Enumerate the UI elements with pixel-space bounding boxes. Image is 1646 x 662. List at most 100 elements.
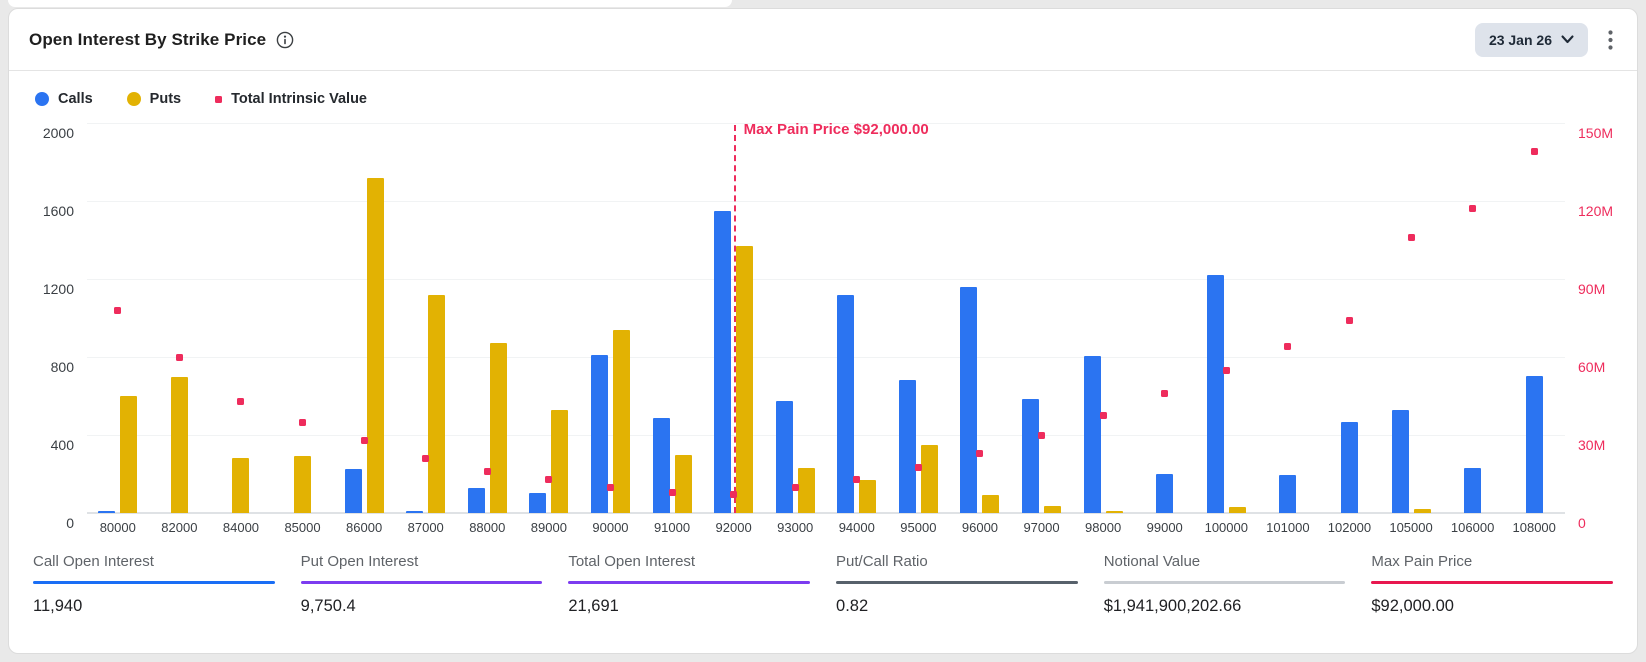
legend-item-calls[interactable]: Calls bbox=[35, 91, 93, 107]
bar-pair bbox=[898, 380, 938, 513]
calls-bar bbox=[344, 469, 362, 513]
card-header-left: Open Interest By Strike Price bbox=[29, 30, 294, 50]
bar-pair bbox=[232, 458, 250, 513]
calls-bar bbox=[1391, 409, 1409, 513]
gridline bbox=[87, 435, 1565, 436]
tiv-point bbox=[914, 464, 922, 471]
stat-value: $92,000.00 bbox=[1371, 596, 1454, 615]
calls-bar bbox=[529, 492, 547, 513]
strike-group-96000 bbox=[949, 123, 1011, 513]
chevron-down-icon bbox=[1561, 35, 1574, 44]
stat-value: 9,750.4 bbox=[300, 596, 356, 615]
puts-bar bbox=[120, 396, 138, 513]
strike-group-93000 bbox=[764, 123, 826, 513]
right-y-axis: 150M 120M 90M 60M 30M 0 bbox=[1565, 123, 1637, 539]
bar-pair bbox=[652, 418, 692, 513]
tiv-point bbox=[853, 475, 861, 483]
tiv-point bbox=[360, 436, 368, 444]
calls-bar bbox=[467, 487, 485, 513]
stat-put-call-ratio: Put/Call Ratio 0.82 bbox=[836, 553, 1078, 616]
strike-group-82000 bbox=[149, 123, 211, 513]
strike-group-108000 bbox=[1503, 123, 1565, 513]
info-icon[interactable] bbox=[276, 31, 294, 49]
puts-bar bbox=[428, 294, 446, 513]
tiv-point bbox=[730, 491, 738, 499]
tiv-point bbox=[114, 306, 122, 314]
tiv-point bbox=[1407, 233, 1415, 241]
adjacent-card-edge bbox=[8, 0, 732, 7]
bar-pair bbox=[1156, 474, 1174, 513]
right-axis-tick: 150M bbox=[1578, 125, 1614, 141]
strike-group-101000 bbox=[1257, 123, 1319, 513]
stat-total-open-interest: Total Open Interest 21,691 bbox=[568, 553, 811, 616]
strike-group-94000 bbox=[826, 123, 888, 513]
x-axis-tick: 85000 bbox=[284, 520, 321, 535]
more-options-button[interactable] bbox=[1606, 28, 1615, 52]
x-axis-tick: 102000 bbox=[1327, 520, 1372, 535]
strike-group-80000 bbox=[87, 123, 149, 513]
stat-underline bbox=[836, 581, 1078, 584]
info-icon-glyph bbox=[276, 31, 294, 48]
bar-pair bbox=[960, 286, 1000, 513]
stat-call-open-interest: Call Open Interest 11,940 bbox=[33, 553, 275, 616]
stat-underline bbox=[33, 581, 275, 584]
x-axis-tick: 91000 bbox=[653, 520, 691, 535]
chart-legend: Calls Puts Total Intrinsic Value bbox=[9, 71, 1637, 113]
tiv-point bbox=[668, 488, 676, 496]
tiv-point bbox=[1161, 389, 1169, 397]
calls-bar bbox=[1156, 474, 1174, 513]
tiv-point bbox=[1222, 366, 1230, 374]
kebab-icon bbox=[1608, 29, 1613, 50]
puts-bar bbox=[736, 245, 754, 513]
right-axis-tick: 0 bbox=[1578, 515, 1586, 531]
bar-pair bbox=[590, 329, 630, 513]
left-y-axis: 2000 1600 1200 800 400 0 bbox=[9, 123, 87, 539]
calls-bar bbox=[1083, 356, 1101, 513]
bar-pair bbox=[1391, 409, 1431, 513]
x-axis-tick: 84000 bbox=[222, 520, 260, 535]
x-axis-tick: 87000 bbox=[407, 520, 444, 535]
strike-group-98000 bbox=[1072, 123, 1134, 513]
card-header: Open Interest By Strike Price 23 Jan 26 bbox=[9, 9, 1637, 71]
puts-bar bbox=[797, 468, 815, 513]
strike-group-100000 bbox=[1196, 123, 1258, 513]
right-axis-tick: 60M bbox=[1578, 359, 1606, 375]
calls-bar bbox=[590, 355, 608, 513]
tiv-point bbox=[1038, 431, 1046, 439]
legend-label-puts: Puts bbox=[149, 91, 182, 107]
calls-bar bbox=[98, 511, 116, 513]
tiv-point bbox=[606, 483, 614, 491]
calls-bar bbox=[1022, 398, 1040, 513]
stat-label: Put Open Interest bbox=[300, 553, 419, 570]
x-axis-tick: 96000 bbox=[961, 520, 999, 535]
left-axis-tick: 0 bbox=[66, 515, 74, 531]
strike-group-102000 bbox=[1319, 123, 1381, 513]
open-interest-chart: 2000 1600 1200 800 400 0 Max Pain Price $92,0… bbox=[9, 113, 1637, 539]
legend-item-total-intrinsic-value[interactable]: Total Intrinsic Value bbox=[215, 91, 367, 107]
x-axis-tick: 90000 bbox=[592, 520, 629, 535]
stat-label: Notional Value bbox=[1103, 553, 1201, 570]
tiv-point bbox=[1099, 412, 1107, 419]
puts-bar bbox=[612, 329, 630, 513]
stat-value: 11,940 bbox=[33, 596, 83, 615]
calls-bar bbox=[960, 286, 978, 513]
x-axis-tick: 95000 bbox=[900, 520, 937, 535]
calls-bar bbox=[652, 418, 670, 513]
strike-group-87000 bbox=[395, 123, 457, 513]
calls-bar bbox=[406, 511, 424, 513]
calls-bar bbox=[1340, 422, 1358, 513]
puts-bar bbox=[1413, 509, 1431, 513]
puts-bar bbox=[232, 458, 250, 513]
left-axis-tick: 2000 bbox=[42, 125, 74, 141]
max-pain-label: Max Pain Price $92,000.00 bbox=[743, 121, 929, 138]
stat-value: $1,941,900,202.66 bbox=[1103, 596, 1242, 615]
x-axis: 80000 82000 84000 85000 86000 87000 88000 89000… bbox=[87, 513, 1565, 539]
right-axis-tick: 30M bbox=[1578, 437, 1606, 453]
tiv-point bbox=[422, 454, 430, 462]
x-axis-tick: 99000 bbox=[1146, 520, 1183, 535]
legend-item-puts[interactable]: Puts bbox=[126, 91, 182, 107]
tiv-point bbox=[237, 397, 245, 405]
expiry-date-selector[interactable]: 23 Jan 26 bbox=[1474, 22, 1588, 57]
x-axis-tick: 98000 bbox=[1085, 520, 1122, 535]
stat-underline bbox=[300, 581, 543, 584]
